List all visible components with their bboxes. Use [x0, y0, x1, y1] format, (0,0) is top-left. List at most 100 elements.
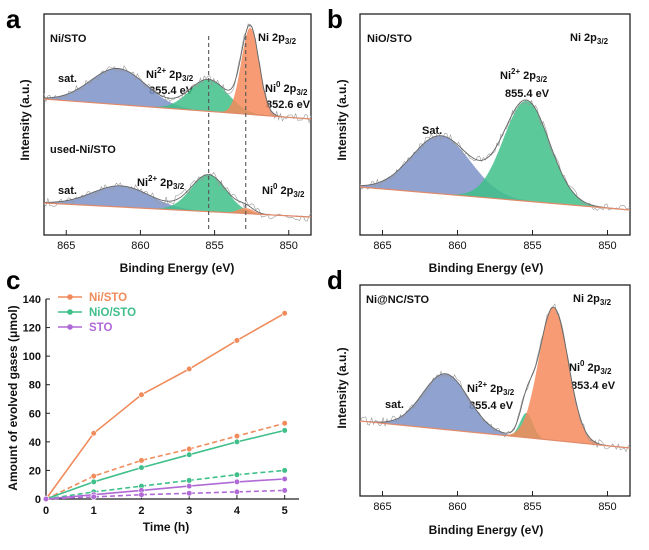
panel-c-series-2-point: [233, 438, 241, 445]
panel-a-x-axis-title: Binding Energy (eV): [120, 261, 235, 275]
panel-c-series-0-point: [138, 391, 145, 398]
panel-c-series-line-4: [45, 478, 285, 500]
panel-a-x-tick-label: 865: [57, 240, 75, 252]
d-ni0-label: Ni0 2p3/2: [569, 359, 612, 376]
panel-d-x-tick-label: 850: [598, 501, 616, 513]
panel-c-legend-label: STO: [89, 322, 112, 334]
panel-a-label: a: [6, 4, 21, 34]
a-top-ni2-label: Ni2+ 2p3/2: [146, 66, 194, 83]
panel-c: c Amount of evolved gases (μmol) Time (h…: [6, 265, 299, 534]
panel-c-series-line-1: [45, 422, 285, 500]
panel-b-spectrum-0-raw-data: [359, 99, 631, 211]
panel-c-y-tick-label: 20: [29, 465, 41, 477]
panel-b-x-tick-label: 860: [448, 240, 466, 252]
panel-b-axes-frame: [359, 13, 631, 236]
panel-c-y-tick-label: 80: [29, 380, 41, 392]
panel-c-series-2-point: [281, 427, 288, 434]
panel-c-series-line-0: [45, 312, 286, 500]
panel-c-series-line-3: [45, 469, 285, 500]
panel-a-spectrum-0-baseline: [43, 98, 312, 120]
d-sat-label: sat.: [385, 399, 404, 411]
b-ni2-value: 855.4 eV: [505, 88, 550, 100]
panel-c-series-5-point: [186, 490, 193, 497]
panel-c-x-axis-title: Time (h): [143, 520, 189, 534]
panel-c-legend-label: NiO/STO: [89, 307, 136, 319]
panel-c-legend-label: Ni/STO: [89, 292, 127, 304]
panel-c-series-1-point: [233, 433, 241, 440]
panel-c-series-5-point: [138, 491, 145, 498]
a-bottom-ni0-label: Ni0 2p3/2: [262, 182, 305, 199]
panel-a-sample-bottom: used-Ni/STO: [50, 144, 116, 156]
panel-b-x-tick-label: 855: [523, 240, 541, 252]
panel-c-legend-marker: [67, 324, 73, 330]
panel-c-series-0-point: [281, 310, 288, 317]
panel-c-legend-marker: [67, 309, 73, 315]
panel-d-x-tick-label: 855: [523, 501, 541, 513]
panel-d-spectrum-0-peak-2: [360, 307, 630, 448]
panel-c-y-tick-label: 120: [23, 323, 41, 335]
panel-d: d Intensity (a.u.) Binding Energy (eV) N…: [327, 265, 631, 537]
panel-a-x-tick-label: 860: [131, 240, 149, 252]
d-ni2-label: Ni2+ 2p3/2: [467, 380, 515, 397]
panel-d-spectrum-0-peak-0: [360, 373, 630, 448]
panel-c-series-5-point: [281, 487, 288, 494]
panel-a: a Intensity (a.u.) Binding Energy (eV) N…: [6, 4, 312, 275]
panel-c-y-tick-label: 100: [23, 351, 41, 363]
panel-b-spectrum-0-peak-1: [360, 100, 630, 210]
panel-b-spectrum-0-peak-0: [360, 135, 630, 210]
panel-c-series-5-point: [42, 495, 50, 503]
panel-c-label: c: [6, 265, 20, 295]
panel-c-series-1-point: [186, 445, 193, 453]
panel-c-y-axis-title: Amount of evolved gases (μmol): [6, 305, 20, 490]
panel-c-series-1-point: [281, 420, 288, 427]
panel-c-series-5-point: [233, 488, 241, 495]
panel-c-y-tick-label: 140: [23, 294, 41, 306]
panel-c-x-tick-label: 0: [43, 505, 49, 517]
panel-c-series-0-point: [186, 365, 193, 373]
panel-b-label: b: [327, 4, 343, 34]
panel-d-sample: Ni@NC/STO: [366, 294, 430, 306]
panel-c-series-line-5: [45, 489, 285, 500]
panel-c-x-tick-label: 2: [138, 505, 144, 517]
panel-c-series-4-point: [281, 475, 288, 483]
panel-c-series-1-point: [90, 473, 97, 480]
panel-a-y-axis-title: Intensity (a.u.): [18, 79, 32, 160]
panel-c-series-4-point: [233, 478, 241, 485]
panel-b-y-axis-title: Intensity (a.u.): [335, 79, 349, 160]
panel-b-x-tick-label: 865: [373, 240, 391, 252]
d-ni0-value: 853.4 eV: [571, 380, 616, 392]
panel-a-spectrum-0-peak-2: [44, 27, 311, 119]
panel-b-sample: NiO/STO: [367, 33, 412, 45]
panel-c-series-3-point: [186, 477, 193, 484]
panel-b-x-axis-title: Binding Energy (eV): [429, 261, 544, 275]
panel-d-axes-frame: [359, 284, 631, 497]
panel-a-spectrum-1-peak-1: [44, 174, 311, 217]
panel-d-y-axis-title: Intensity (a.u.): [335, 347, 349, 428]
panel-d-region-label: Ni 2p3/2: [573, 293, 612, 307]
panel-a-spectrum-1-peak-0: [44, 185, 311, 217]
panel-c-series-3-point: [281, 467, 288, 474]
panel-d-x-axis-title: Binding Energy (eV): [429, 523, 544, 537]
panel-b-spectrum-0-envelope: [359, 99, 631, 211]
a-bottom-ni2-label: Ni2+ 2p3/2: [137, 174, 185, 191]
panel-c-y-tick-label: 60: [29, 408, 41, 420]
panel-c-legend-marker: [67, 294, 73, 300]
panel-c-x-tick-label: 5: [282, 505, 288, 517]
panel-d-spectrum-0-baseline: [359, 420, 631, 449]
a-top-ni2-value: 855.4 eV: [149, 85, 194, 97]
panel-a-spectrum-0-envelope: [43, 23, 312, 120]
panel-b-spectrum-0-baseline: [359, 186, 631, 211]
panel-c-series-3-point: [233, 471, 241, 478]
panel-c-series-4-point: [186, 483, 193, 490]
panel-c-y-tick-label: 40: [29, 437, 41, 449]
panel-d-x-tick-label: 860: [448, 501, 466, 513]
a-top-ni0-label: Ni0 2p3/2: [265, 80, 308, 97]
panel-a-x-tick-label: 850: [280, 240, 298, 252]
panel-c-series-5-point: [90, 493, 97, 500]
panel-c-x-tick-label: 4: [234, 505, 241, 517]
panel-a-x-tick-label: 855: [205, 240, 223, 252]
panel-c-series-2-point: [186, 451, 193, 458]
panel-a-axes-frame: [43, 13, 312, 236]
d-ni2-value: 855.4 eV: [469, 400, 514, 412]
panel-a-spectrum-0-peak-0: [44, 68, 311, 119]
